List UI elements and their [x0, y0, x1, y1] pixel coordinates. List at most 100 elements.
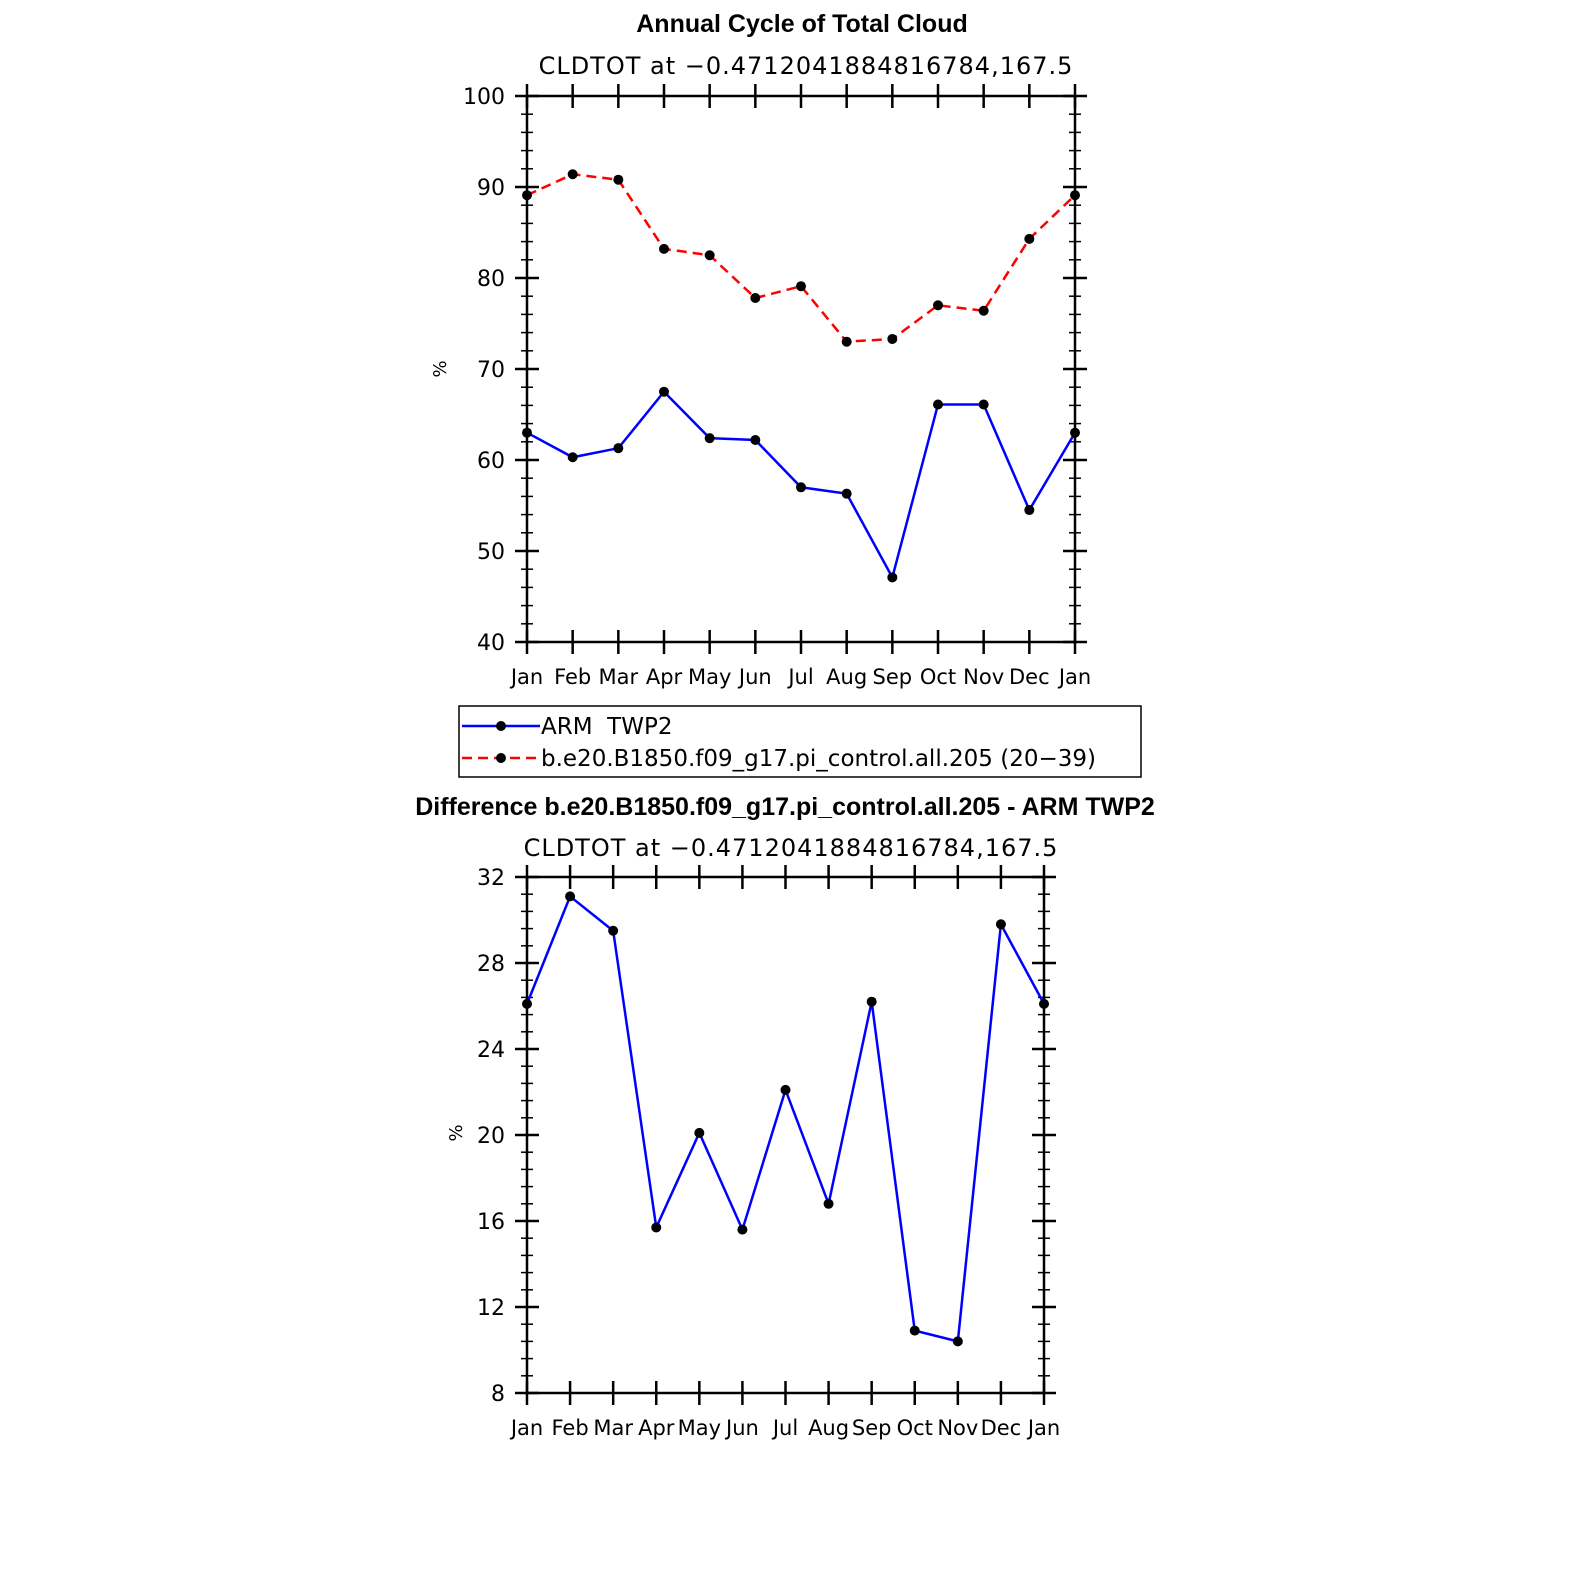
bottom-series-0-point [737, 1224, 748, 1235]
legend-marker-model [496, 753, 506, 763]
top-series-1-point [841, 336, 852, 347]
bottom-xtick-label: Feb [551, 1416, 588, 1440]
top-xtick-label: Mar [599, 665, 639, 689]
top-series-0-point [978, 399, 989, 410]
legend-marker-arm [496, 721, 506, 731]
top-chart-plot [522, 169, 1080, 583]
top-xtick-label: May [688, 665, 731, 689]
top-xtick-label: Aug [826, 665, 867, 689]
top-series-0-point [613, 443, 624, 454]
bottom-xtick-label: Dec [981, 1416, 1022, 1440]
top-chart: Annual Cycle of Total Cloud CLDTOT at −0… [430, 10, 1091, 689]
top-ytick-label: 90 [477, 176, 505, 201]
bottom-chart-ylabel: % [446, 1124, 467, 1141]
top-ytick-label: 50 [477, 540, 505, 565]
bottom-series-0-point [1039, 998, 1049, 1009]
bottom-xtick-label: May [678, 1416, 721, 1440]
bottom-chart-title: Difference b.e20.B1850.f09_g17.pi_contro… [415, 793, 1155, 821]
bottom-ytick-label: 32 [477, 866, 505, 891]
bottom-ytick-label: 12 [477, 1296, 505, 1321]
top-xtick-label: Oct [920, 665, 956, 689]
top-series-0-point [933, 399, 943, 410]
top-ytick-label: 60 [477, 449, 505, 474]
bottom-series-0-point [909, 1325, 920, 1336]
bottom-ytick-label: 16 [477, 1210, 505, 1235]
bottom-series-0-point [995, 919, 1006, 930]
bottom-series-0-point [651, 1222, 662, 1233]
top-series-1-point [1024, 233, 1035, 244]
bottom-ytick-label: 28 [477, 952, 505, 977]
bottom-series-0-point [952, 1336, 963, 1347]
top-series-1-point [887, 333, 898, 344]
legend: ARM TWP2 b.e20.B1850.f09_g17.pi_control.… [458, 705, 1142, 778]
bottom-chart: Difference b.e20.B1850.f09_g17.pi_contro… [415, 793, 1155, 1440]
bottom-xtick-label: Apr [638, 1416, 675, 1440]
bottom-series-0-point [866, 996, 877, 1007]
top-series-0-point [887, 572, 898, 583]
bottom-chart-axes: 8 12 16 20 24 28 32 Jan Feb Mar Apr May Jun Jul Aug Sep… [477, 865, 1060, 1440]
top-chart-title: Annual Cycle of Total Cloud [636, 10, 967, 38]
bottom-series-0-point [694, 1127, 705, 1138]
top-series-1-point [613, 174, 624, 185]
bottom-xtick-label: Jan [509, 1416, 543, 1440]
bottom-series-0-point [608, 925, 619, 936]
bottom-ytick-label: 24 [477, 1038, 505, 1063]
bottom-xtick-label: Mar [593, 1416, 633, 1440]
top-series-0-point [522, 427, 532, 438]
bottom-series-0-point [565, 891, 576, 902]
bottom-xtick-label: Oct [897, 1416, 933, 1440]
top-series-1-point [704, 250, 715, 261]
top-series-0-point [796, 482, 806, 493]
top-xtick-label: Jul [786, 665, 813, 689]
top-series-1-point [659, 243, 669, 254]
legend-label-arm: ARM TWP2 [541, 714, 672, 740]
top-ytick-label: 100 [463, 85, 505, 110]
top-series-1-point [522, 190, 532, 201]
bottom-series-0-point [522, 998, 532, 1009]
bottom-ytick-label: 8 [491, 1382, 505, 1407]
bottom-xtick-label: Sep [852, 1416, 892, 1440]
top-series-1-point [933, 300, 943, 311]
legend-label-model: b.e20.B1850.f09_g17.pi_control.all.205 (… [541, 746, 1096, 772]
top-series-0-point [1070, 427, 1080, 438]
bottom-xtick-label: Aug [808, 1416, 849, 1440]
top-xtick-label: Jan [1057, 665, 1091, 689]
top-series-1-point [1070, 190, 1080, 201]
bottom-xtick-label: Nov [937, 1416, 978, 1440]
top-series-1-point [750, 293, 761, 304]
top-xtick-label: Dec [1009, 665, 1050, 689]
legend-box [458, 705, 1142, 778]
bottom-chart-plot [522, 891, 1049, 1347]
top-xtick-label: Apr [646, 665, 683, 689]
top-series-0-point [704, 433, 715, 444]
top-xtick-label: Jun [737, 665, 772, 689]
top-ytick-label: 40 [477, 631, 505, 656]
top-series-0-point [659, 386, 669, 397]
top-series-0-point [567, 452, 578, 463]
bottom-series-0-point [780, 1084, 791, 1095]
top-xtick-label: Feb [554, 665, 591, 689]
top-series-0-point [1024, 505, 1035, 516]
top-series-0-point [841, 488, 852, 499]
bottom-chart-subtitle: CLDTOT at −0.4712041884816784,167.5 [524, 834, 1059, 862]
top-series-line-1 [526, 172, 1076, 343]
bottom-series-0-point [823, 1198, 834, 1209]
bottom-xtick-label: Jul [771, 1416, 798, 1440]
top-xtick-label: Jan [509, 665, 543, 689]
top-ytick-label: 80 [477, 267, 505, 292]
bottom-frame [525, 875, 1046, 1395]
top-ytick-label: 70 [477, 358, 505, 383]
bottom-xtick-label: Jun [724, 1416, 759, 1440]
top-series-1-point [796, 281, 806, 292]
bottom-ytick-label: 20 [477, 1124, 505, 1149]
top-series-1-point [567, 169, 578, 180]
bottom-xtick-label: Jan [1026, 1416, 1060, 1440]
bottom-series-line-0 [525, 894, 1046, 1343]
top-chart-subtitle: CLDTOT at −0.4712041884816784,167.5 [539, 52, 1074, 80]
top-series-1-point [978, 305, 989, 316]
top-series-0-point [750, 434, 761, 445]
top-chart-ylabel: % [430, 360, 451, 377]
top-xtick-label: Nov [963, 665, 1004, 689]
top-xtick-label: Sep [873, 665, 913, 689]
